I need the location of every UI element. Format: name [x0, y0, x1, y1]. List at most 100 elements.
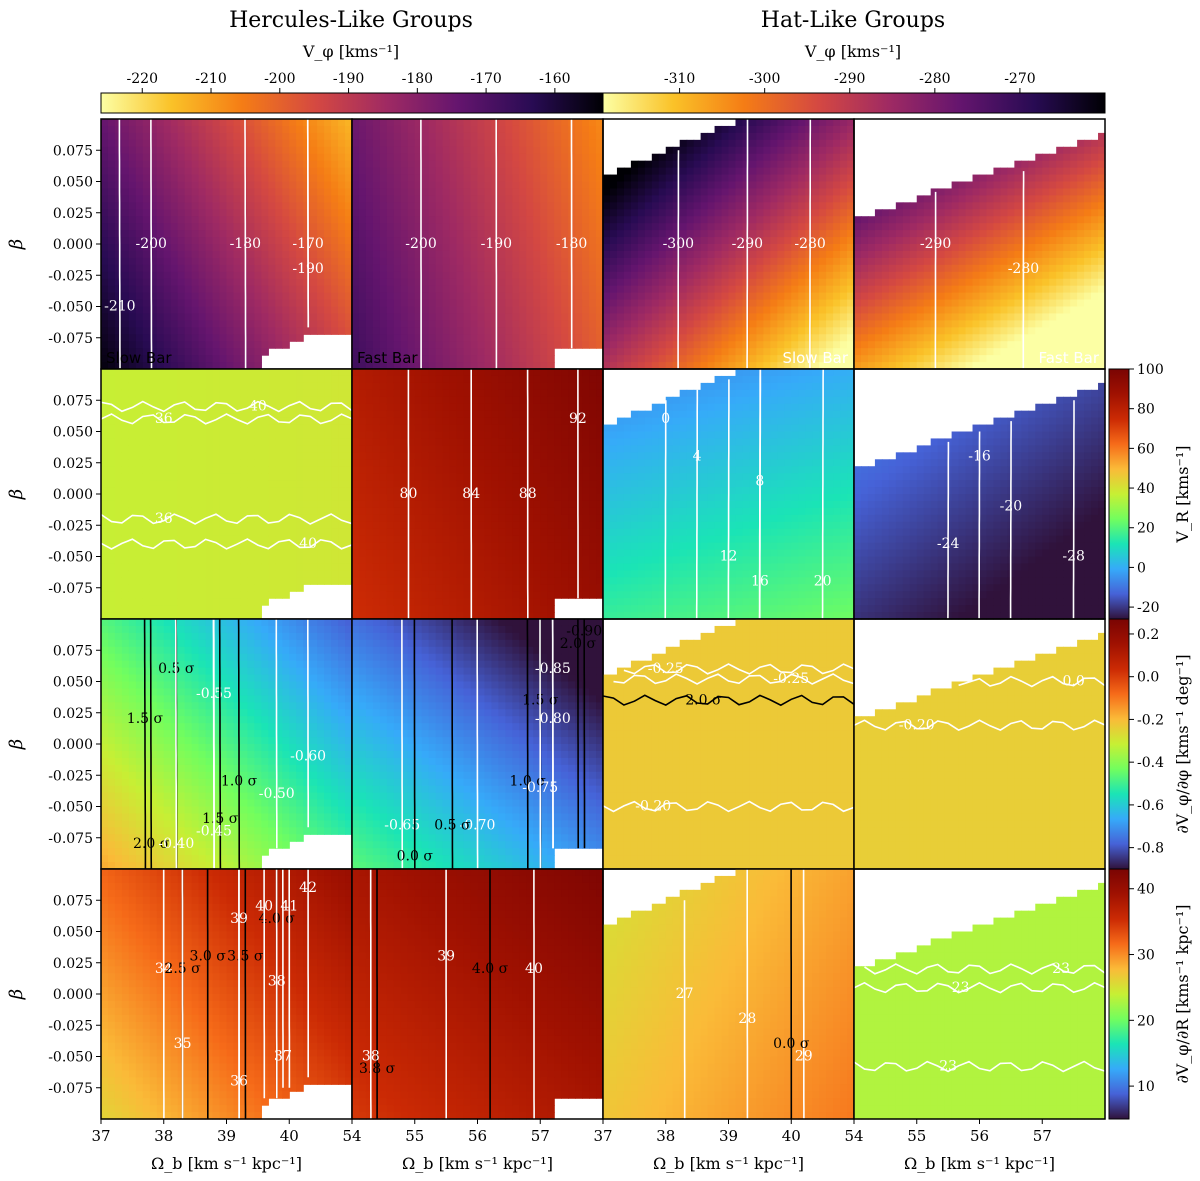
heat-cell [205, 119, 214, 127]
heat-cell [477, 285, 486, 294]
heat-cell [365, 278, 374, 287]
heat-cell [672, 320, 681, 328]
heat-cell [142, 125, 151, 134]
heat-cell [135, 320, 144, 328]
heat-cell [847, 362, 855, 370]
heat-cell [812, 216, 820, 224]
heat-cell [582, 153, 590, 162]
heat-cell [1042, 216, 1050, 224]
heat-cell [728, 132, 737, 141]
heat-cell [665, 244, 674, 252]
heat-cell [937, 327, 946, 335]
heat-cell [1063, 237, 1071, 245]
heat-cell [233, 292, 242, 301]
heat-cell [561, 334, 569, 342]
heat-cell [812, 285, 820, 294]
heat-cell [128, 382, 137, 391]
heat-cell [826, 299, 834, 308]
heat-cell [672, 174, 681, 183]
heat-cell [930, 285, 939, 294]
heat-cell [700, 244, 709, 252]
heat-cell [519, 285, 527, 294]
heat-cell [324, 125, 332, 134]
heat-cell [365, 139, 374, 148]
heat-cell [428, 327, 437, 335]
heat-cell [951, 320, 960, 328]
heat-cell [128, 563, 137, 571]
heat-cell [561, 230, 569, 238]
heat-cell [909, 244, 918, 252]
heat-cell [128, 230, 137, 238]
heat-cell [1056, 334, 1064, 342]
heat-cell [107, 403, 116, 412]
heat-cell [589, 327, 597, 335]
heat-cell [184, 271, 193, 280]
heat-cell [491, 195, 500, 203]
heat-cell [191, 132, 200, 141]
heat-cell [596, 174, 604, 183]
heat-cell [324, 257, 332, 266]
heat-cell [616, 306, 625, 315]
heat-cell [414, 313, 423, 321]
heat-cell [756, 132, 764, 141]
heat-cell [191, 188, 200, 196]
heat-cell [268, 285, 276, 294]
heat-cell [693, 334, 702, 342]
heat-cell [317, 174, 325, 183]
heat-cell [317, 132, 325, 141]
heat-cell [484, 257, 493, 266]
heat-cell [156, 348, 165, 356]
heat-cell [107, 549, 116, 558]
heat-cell [763, 362, 771, 370]
heat-cell [519, 313, 527, 321]
heat-cell [463, 320, 472, 328]
heat-cell [979, 285, 988, 294]
heat-cell [1021, 237, 1029, 245]
heat-cell [728, 139, 737, 148]
heat-cell [379, 341, 388, 349]
heat-cell [721, 320, 730, 328]
heat-cell [268, 306, 276, 315]
heat-cell [1014, 188, 1022, 196]
heat-cell [107, 507, 116, 516]
heat-cell [679, 313, 688, 321]
heat-cell [1091, 306, 1099, 315]
heat-cell [763, 181, 771, 190]
heat-cell [596, 306, 604, 315]
heat-cell [860, 285, 869, 294]
heat-cell [540, 195, 548, 203]
heat-cell [470, 139, 479, 148]
heat-cell [965, 202, 974, 210]
heat-cell [498, 202, 506, 210]
heat-cell [477, 237, 486, 245]
heat-cell [819, 125, 827, 134]
heat-cell [449, 257, 458, 266]
heat-cell [986, 188, 995, 196]
heat-cell [289, 202, 297, 210]
heat-cell [854, 285, 862, 294]
heat-cell [310, 174, 318, 183]
heat-cell [498, 119, 506, 127]
heat-cell [630, 244, 639, 252]
heat-cell [205, 244, 214, 252]
heat-cell [1084, 216, 1092, 224]
heat-cell [951, 250, 960, 259]
heat-cell [958, 306, 967, 315]
heat-cell [352, 139, 360, 148]
heat-cell [310, 327, 318, 335]
heat-cell [428, 334, 437, 342]
heat-cell [714, 313, 723, 321]
heat-cell [449, 167, 458, 176]
heat-cell [554, 146, 562, 155]
heat-cell [435, 230, 444, 238]
heat-cell [944, 306, 953, 315]
heat-cell [240, 230, 249, 238]
heat-cell [149, 244, 158, 252]
heat-cell [372, 188, 381, 196]
heat-cell [826, 362, 834, 370]
heat-cell [847, 119, 855, 127]
heat-cell [937, 299, 946, 308]
heat-cell [428, 348, 437, 356]
heat-cell [1098, 327, 1106, 335]
heat-cell [547, 209, 555, 217]
